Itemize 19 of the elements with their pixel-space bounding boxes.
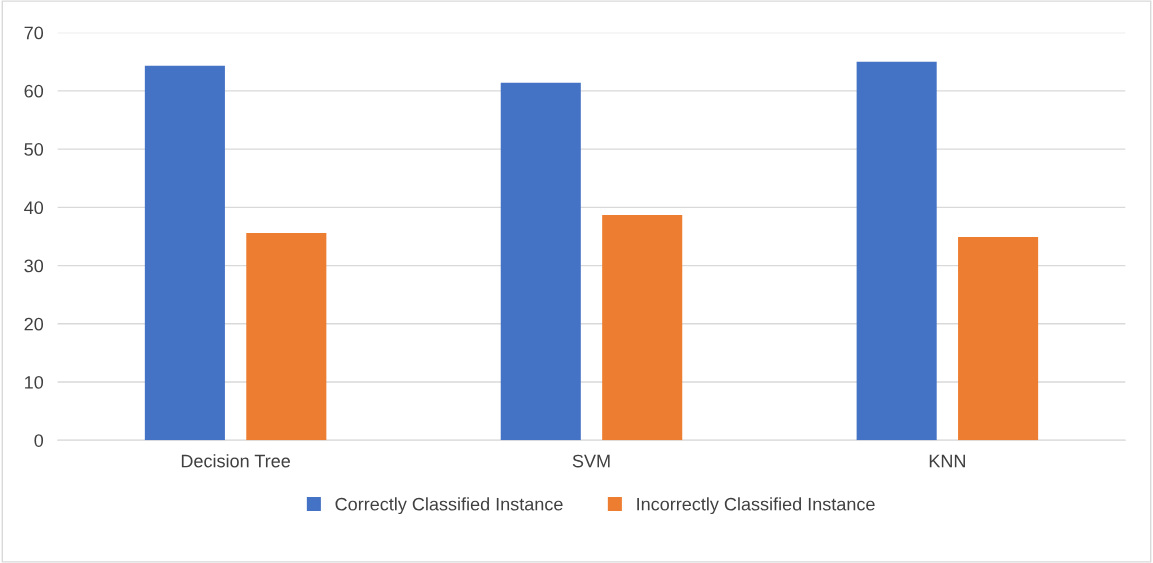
- legend-label: Correctly Classified Instance: [335, 497, 563, 515]
- bar: [144, 65, 225, 441]
- bar: [500, 82, 581, 441]
- y-tick-label: 10: [25, 375, 44, 389]
- legend-label: Incorrectly Classified Instance: [637, 497, 875, 515]
- bar: [958, 237, 1039, 441]
- bar: [246, 232, 327, 441]
- x-tick-label: KNN: [929, 454, 965, 468]
- y-tick-label: 0: [34, 434, 44, 447]
- y-tick-label: 30: [24, 259, 44, 273]
- x-tick-label: Decision Tree: [181, 454, 290, 468]
- y-tick-label: 20: [24, 317, 44, 331]
- y-tick-label: 70: [24, 26, 44, 40]
- y-tick-label: 60: [24, 84, 44, 98]
- x-tick-label: SVM: [572, 454, 610, 468]
- y-tick-label: 40: [24, 201, 44, 215]
- bar: [856, 61, 937, 441]
- y-tick-label: 50: [24, 143, 44, 156]
- bar: [602, 214, 683, 441]
